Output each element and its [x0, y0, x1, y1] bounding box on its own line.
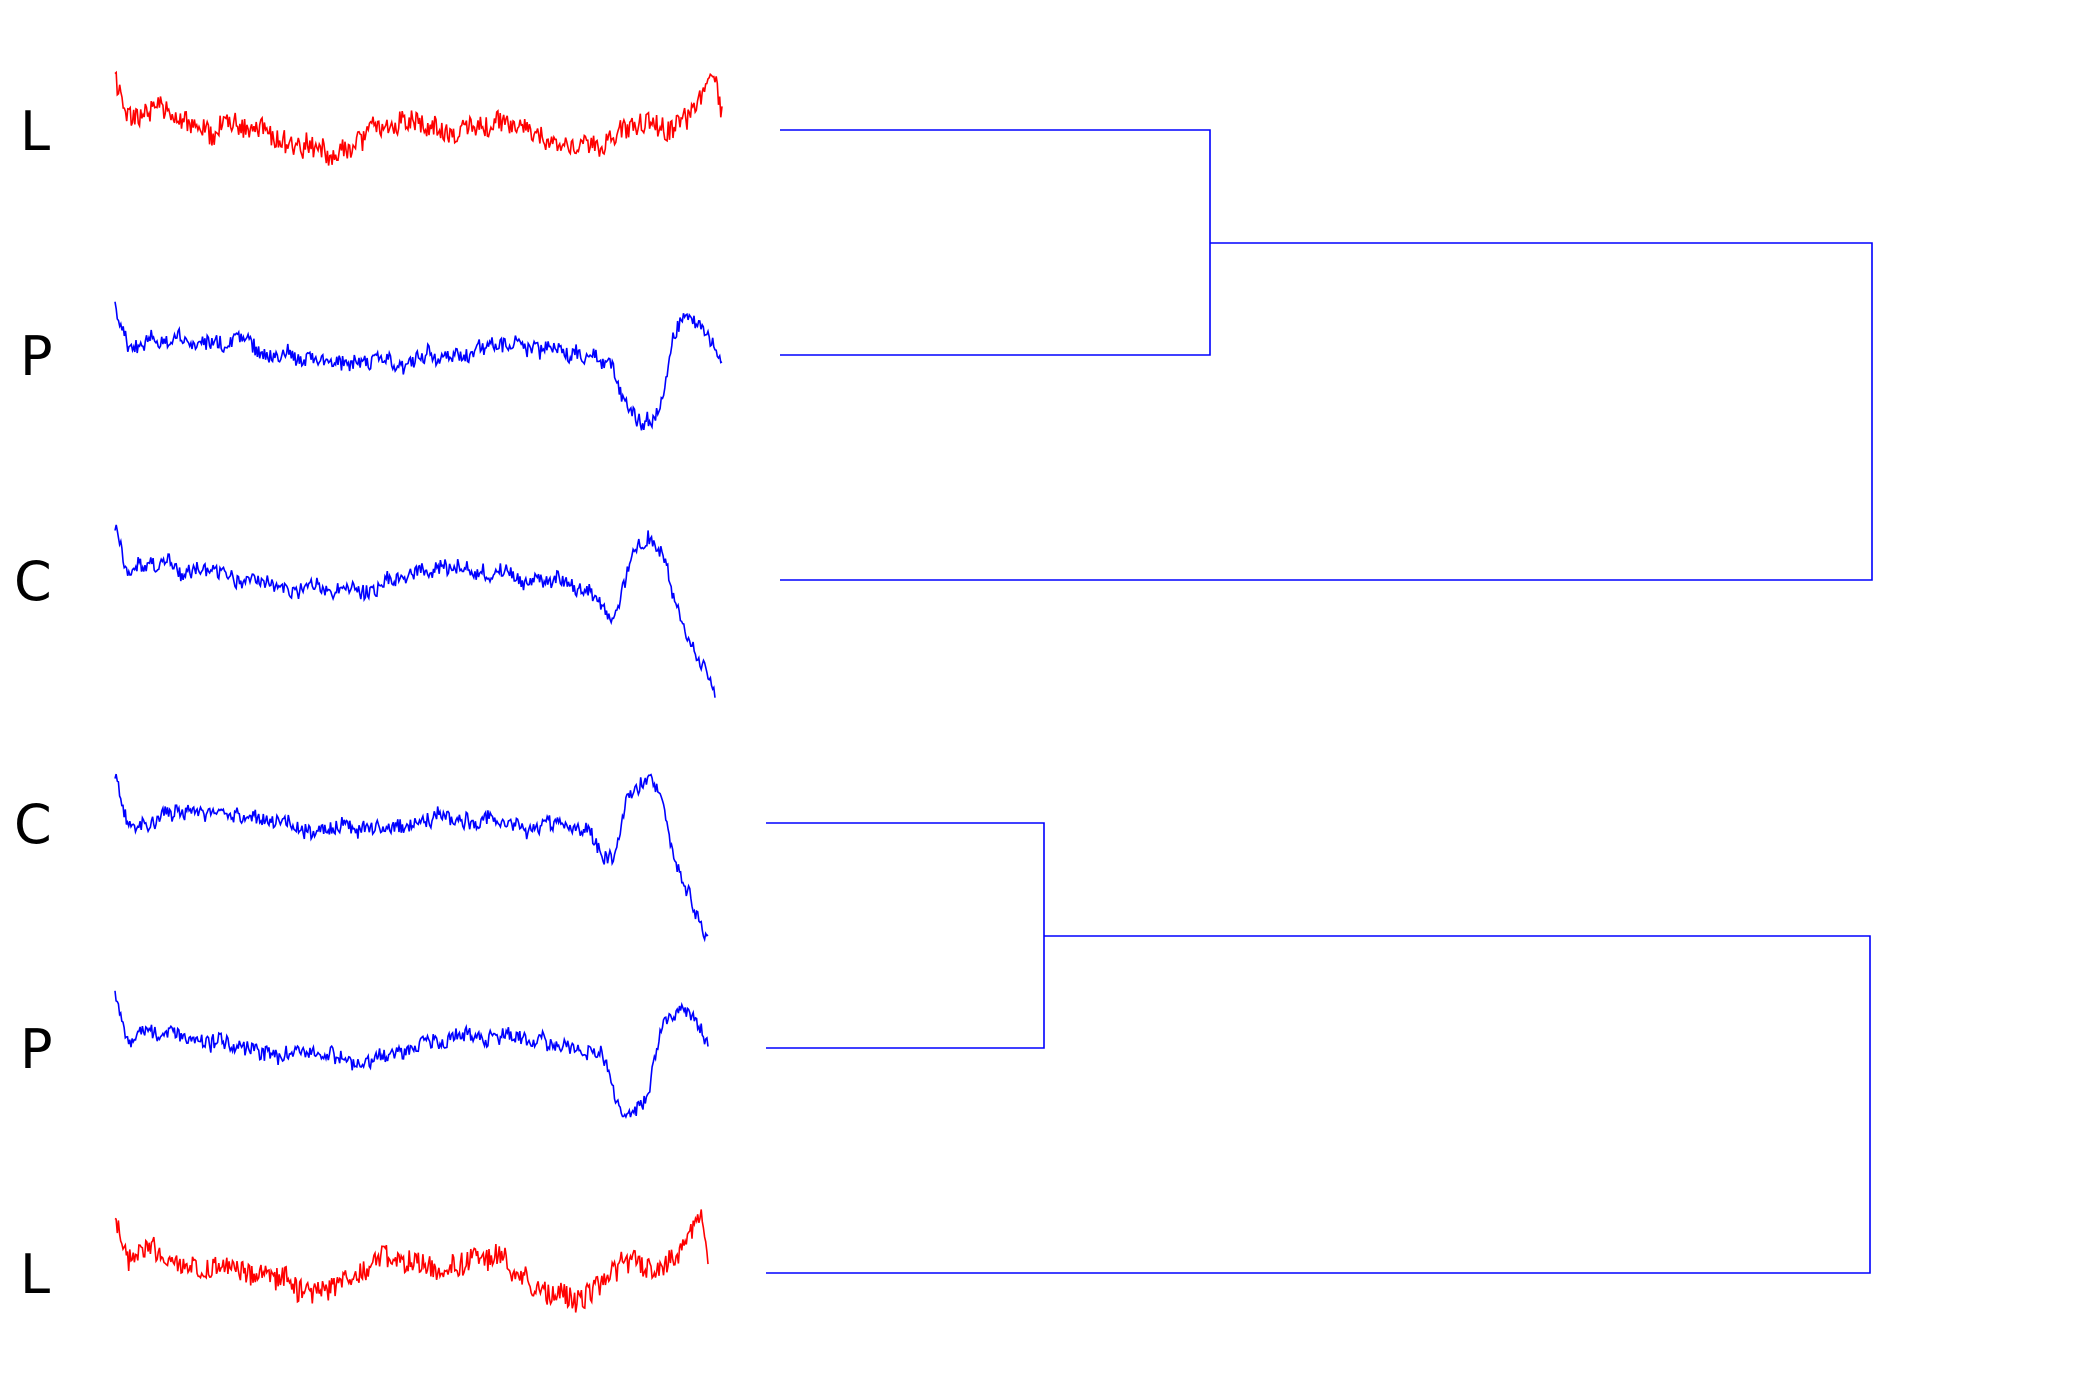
time-series-top-3: [114, 524, 716, 698]
dendrogram-top-merge-2: [780, 242, 1873, 581]
row-label-top-3: C: [14, 550, 52, 613]
time-series-top-1: [114, 70, 723, 166]
dendrogram-tree: [766, 129, 1873, 1274]
time-series-bottom-1: [114, 773, 709, 943]
dendrogram-bottom-merge-2: [766, 935, 1871, 1274]
row-label-bottom-2: P: [20, 1018, 53, 1081]
row-label-bottom-1: C: [14, 793, 52, 856]
row-label-top-2: P: [20, 325, 53, 388]
time-series-top-2: [114, 301, 723, 431]
row-label-bottom-3: L: [20, 1243, 50, 1306]
row-label-top-1: L: [20, 100, 50, 163]
time-series-bottom-3: [114, 1209, 709, 1313]
time-series-bottom-2: [114, 990, 709, 1120]
time-series-traces: [114, 70, 723, 1313]
